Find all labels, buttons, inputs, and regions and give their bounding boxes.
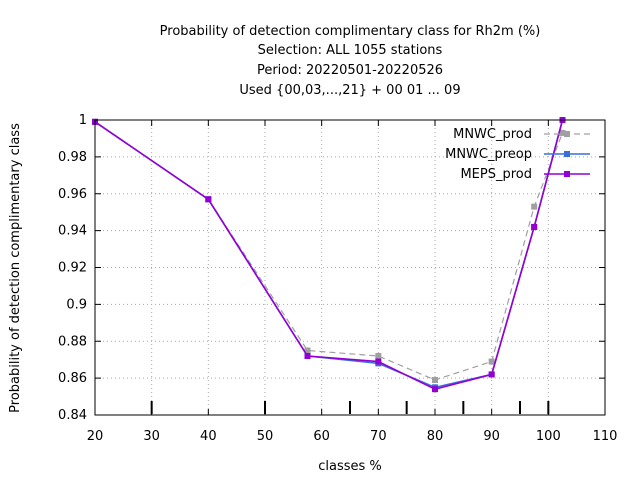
y-tick-label-8: 1 (79, 113, 87, 128)
x-tick-label-7: 90 (483, 429, 500, 444)
legend-marker-meps-prod (564, 171, 570, 177)
x-tick-label-5: 70 (370, 429, 387, 444)
x-tick-label-6: 80 (427, 429, 444, 444)
point-meps-prod-6 (531, 223, 538, 230)
series-line-mnwc-prod (94, 121, 564, 381)
title-line-4: Used {00,03,...,21} + 00 01 ... 09 (239, 83, 460, 98)
x-tick-label-9: 110 (593, 429, 618, 444)
point-meps-prod-5 (488, 371, 495, 378)
x-tick-label-1: 30 (143, 429, 160, 444)
y-tick-label-5: 0.94 (58, 224, 87, 239)
point-mnwc-prod-5 (488, 358, 495, 365)
legend-marker-mnwc-preop (564, 151, 570, 157)
y-tick-label-7: 0.98 (58, 150, 87, 165)
y-tick-label-2: 0.88 (58, 334, 87, 349)
x-tick-label-3: 50 (257, 429, 274, 444)
x-axis-label: classes % (318, 459, 382, 474)
y-tick-label-3: 0.9 (66, 297, 87, 312)
x-tick-label-0: 20 (87, 429, 104, 444)
point-meps-prod-1 (205, 196, 212, 203)
grid (95, 120, 605, 415)
legend-label-mnwc-prod: MNWC_prod (453, 127, 532, 142)
point-mnwc-prod-4 (432, 376, 438, 383)
legend: MNWC_prod MNWC_preop MEPS_prod (445, 127, 590, 182)
title-line-2: Selection: ALL 1055 stations (258, 43, 443, 58)
x-tick-label-2: 40 (200, 429, 217, 444)
y-axis: 0.84 0.86 0.88 0.9 0.92 0.94 0.96 0.98 1 (58, 113, 605, 423)
point-meps-prod-2 (304, 353, 311, 359)
point-mnwc-prod-3 (375, 353, 382, 359)
point-mnwc-prod-2 (304, 347, 311, 354)
title-line-1: Probability of detection complimentary c… (160, 24, 541, 39)
point-meps-prod-4 (432, 386, 438, 393)
y-tick-label-6: 0.96 (58, 187, 87, 202)
x-tick-label-8: 100 (536, 429, 561, 444)
x-axis: 20 30 40 50 60 70 80 90 100 110 (87, 120, 618, 444)
x-tick-label-4: 60 (313, 429, 330, 444)
y-tick-label-0: 0.84 (58, 408, 87, 423)
point-mnwc-prod-6 (531, 203, 538, 210)
minor-marks (150, 401, 550, 414)
legend-marker-mnwc-prod (564, 131, 570, 137)
title-line-3: Period: 20220501-20220526 (257, 63, 443, 78)
series-line-meps-prod (94, 119, 564, 391)
chart-title: Probability of detection complimentary c… (160, 24, 541, 98)
point-mnwc-prod-7 (559, 129, 566, 136)
legend-label-mnwc-preop: MNWC_preop (445, 147, 532, 162)
y-axis-label: Probability of detection complimentary c… (8, 123, 23, 413)
y-tick-label-4: 0.92 (58, 261, 87, 276)
legend-label-meps-prod: MEPS_prod (460, 167, 532, 182)
point-meps-prod-3 (375, 358, 382, 365)
y-tick-label-1: 0.86 (58, 371, 87, 386)
